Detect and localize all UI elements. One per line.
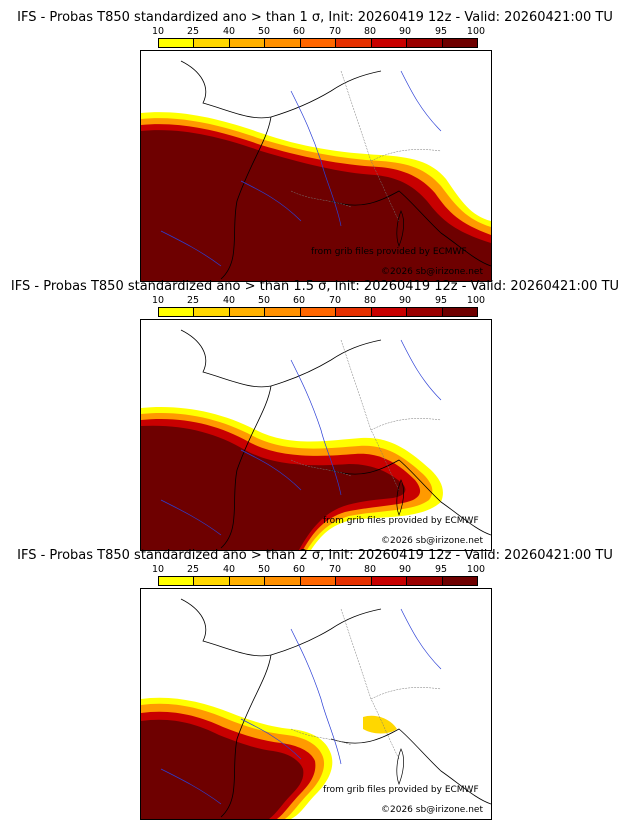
probability-map: from grib files provided by ECMWF ©2026 … xyxy=(140,319,492,551)
map-canvas xyxy=(141,598,491,819)
credit-source: from grib files provided by ECMWF xyxy=(323,516,479,526)
legend-label: 95 xyxy=(434,26,448,37)
legend-swatch xyxy=(407,308,443,316)
legend-label: 10 xyxy=(151,295,165,306)
rivers xyxy=(160,70,442,267)
legend-swatch xyxy=(194,577,230,585)
legend-label: 25 xyxy=(186,564,200,575)
credit-copyright: ©2026 sb@irizone.net xyxy=(381,267,483,277)
legend-swatch xyxy=(265,39,301,47)
credit-copyright: ©2026 sb@irizone.net xyxy=(381,805,483,815)
legend-label: 70 xyxy=(328,564,342,575)
legend-labels: 10 25 40 50 60 70 80 90 95 100 xyxy=(152,295,485,307)
legend-swatch xyxy=(407,577,443,585)
legend-swatch xyxy=(194,39,230,47)
legend-swatch xyxy=(371,39,408,47)
legend-label: 70 xyxy=(328,295,342,306)
legend-swatch xyxy=(336,577,372,585)
probability-map: from grib files provided by ECMWF ©2026 … xyxy=(140,50,492,282)
legend-swatch xyxy=(229,39,266,47)
panel-title: IFS - Probas T850 standardized ano > tha… xyxy=(17,548,613,563)
legend-swatch xyxy=(442,577,477,585)
probability-map: from grib files provided by ECMWF ©2026 … xyxy=(140,588,492,820)
map-panel-1: IFS - Probas T850 standardized ano > tha… xyxy=(0,10,630,282)
corsica xyxy=(396,210,404,247)
legend-swatch xyxy=(159,577,195,585)
legend-swatch xyxy=(265,308,301,316)
credit-source: from grib files provided by ECMWF xyxy=(323,785,479,795)
country-borders xyxy=(290,339,442,491)
legend-colorbar xyxy=(158,38,478,48)
legend-label: 90 xyxy=(398,564,412,575)
panel-title: IFS - Probas T850 standardized ano > tha… xyxy=(17,10,613,25)
credit-copyright: ©2026 sb@irizone.net xyxy=(381,536,483,546)
legend-swatch xyxy=(442,308,477,316)
legend-label: 80 xyxy=(363,564,377,575)
legend-swatch xyxy=(300,577,337,585)
corsica xyxy=(396,479,404,516)
legend-colorbar xyxy=(158,307,478,317)
prob-band-max xyxy=(141,719,304,819)
legend-label: 40 xyxy=(222,26,236,37)
legend-label: 10 xyxy=(151,26,165,37)
legend-label: 80 xyxy=(363,26,377,37)
legend-label: 50 xyxy=(257,564,271,575)
country-borders xyxy=(290,70,442,222)
legend-swatch xyxy=(371,577,408,585)
legend-label: 50 xyxy=(257,295,271,306)
legend-colorbar xyxy=(158,576,478,586)
legend-swatch xyxy=(407,39,443,47)
legend-swatch xyxy=(336,308,372,316)
map-panel-2: IFS - Probas T850 standardized ano > tha… xyxy=(0,279,630,551)
prob-patch-east xyxy=(363,715,397,734)
corsica xyxy=(396,748,404,785)
legend-labels: 10 25 40 50 60 70 80 90 95 100 xyxy=(152,26,485,38)
legend-label: 25 xyxy=(186,295,200,306)
legend-label: 95 xyxy=(434,564,448,575)
legend-label: 70 xyxy=(328,26,342,37)
legend-swatch xyxy=(159,308,195,316)
legend-label: 60 xyxy=(292,26,306,37)
legend-labels: 10 25 40 50 60 70 80 90 95 100 xyxy=(152,564,485,576)
legend-swatch xyxy=(371,308,408,316)
country-borders xyxy=(290,608,442,760)
legend-swatch xyxy=(300,39,337,47)
coastline xyxy=(180,60,491,280)
legend-swatch xyxy=(194,308,230,316)
legend-label: 90 xyxy=(398,295,412,306)
legend-label: 90 xyxy=(398,26,412,37)
legend-swatch xyxy=(300,308,337,316)
panel-title: IFS - Probas T850 standardized ano > tha… xyxy=(10,279,620,294)
legend-swatch xyxy=(442,39,477,47)
legend-label: 100 xyxy=(466,564,486,575)
legend-label: 10 xyxy=(151,564,165,575)
legend-swatch xyxy=(336,39,372,47)
map-canvas xyxy=(141,329,491,550)
credit-source: from grib files provided by ECMWF xyxy=(311,247,467,257)
legend-swatch xyxy=(265,577,301,585)
legend-label: 60 xyxy=(292,295,306,306)
legend-label: 100 xyxy=(466,295,486,306)
legend-label: 40 xyxy=(222,295,236,306)
prob-band-max xyxy=(141,130,491,281)
legend-swatch xyxy=(159,39,195,47)
coastline xyxy=(180,598,491,818)
prob-band-max xyxy=(141,425,406,550)
legend-label: 60 xyxy=(292,564,306,575)
legend-swatch xyxy=(229,577,266,585)
coastline xyxy=(180,329,491,549)
legend-label: 40 xyxy=(222,564,236,575)
rivers xyxy=(160,339,442,536)
legend-label: 100 xyxy=(466,26,486,37)
legend-swatch xyxy=(229,308,266,316)
legend-label: 50 xyxy=(257,26,271,37)
legend-label: 95 xyxy=(434,295,448,306)
map-canvas xyxy=(141,60,491,281)
legend-label: 80 xyxy=(363,295,377,306)
legend-label: 25 xyxy=(186,26,200,37)
rivers xyxy=(160,608,442,805)
map-panel-3: IFS - Probas T850 standardized ano > tha… xyxy=(0,548,630,820)
